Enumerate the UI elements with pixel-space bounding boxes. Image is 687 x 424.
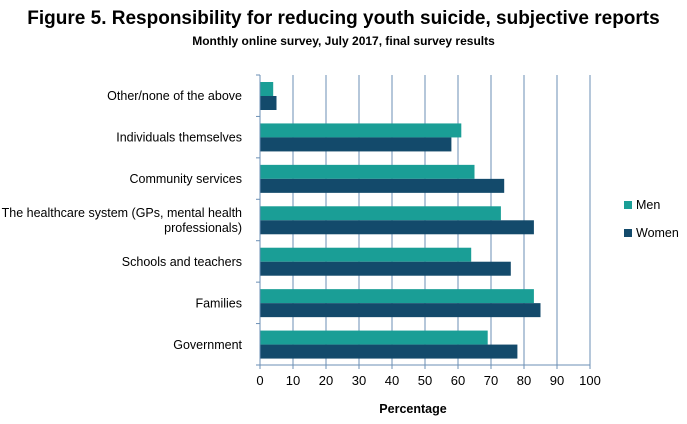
category-label-6: Government [173,338,242,352]
bar-men-0 [260,82,274,96]
category-label-line: Individuals themselves [116,131,242,145]
legend-label-women: Women [636,226,679,240]
bar-men-4 [260,247,472,262]
category-label-0: Other/none of the above [107,89,242,103]
x-tick-label-8: 80 [517,373,531,388]
bar-men-2 [260,164,475,179]
x-tick-label-3: 30 [352,373,366,388]
x-tick-label-6: 60 [451,373,465,388]
tick-labels: 0 10 20 30 40 50 60 70 80 90 100 [256,373,600,388]
axes [256,74,591,369]
category-label-line: The healthcare system (GPs, mental healt… [2,206,242,220]
category-label-line: Families [195,296,242,310]
legend-label-men: Men [636,198,660,212]
category-label-line: Other/none of the above [107,89,242,103]
x-tick-label-2: 20 [319,373,333,388]
legend-swatch-men [624,201,632,209]
bar-men-6 [260,330,488,345]
bar-women-6 [260,344,518,359]
category-label-line: Government [173,338,242,352]
x-tick-label-7: 70 [484,373,498,388]
legend-swatch-women [624,229,632,237]
x-axis-title: Percentage [379,402,446,416]
category-label-3: The healthcare system (GPs, mental healt… [2,206,242,235]
bar-men-3 [260,206,501,221]
category-label-line: Community services [129,172,242,186]
category-label-2: Community services [129,172,242,186]
category-labels: Other/none of the above Individuals thems… [2,89,243,352]
x-tick-label-5: 50 [418,373,432,388]
legend: Men Women [624,198,679,240]
x-tick-label-4: 40 [385,373,399,388]
bar-women-1 [260,137,452,152]
x-tick-label-0: 0 [256,373,263,388]
bar-women-3 [260,220,534,235]
x-tick-label-1: 10 [286,373,300,388]
chart-title: Figure 5. Responsibility for reducing yo… [27,8,660,29]
category-label-5: Families [195,296,242,310]
x-tick-label-10: 100 [579,373,601,388]
bar-men-1 [260,123,462,138]
bar-women-0 [260,96,277,110]
x-tick-label-9: 90 [550,373,564,388]
bar-women-4 [260,261,511,276]
bar-women-5 [260,303,541,318]
category-label-1: Individuals themselves [116,131,242,145]
category-label-line: professionals) [164,221,242,235]
bars [260,82,541,359]
category-label-4: Schools and teachers [122,255,242,269]
bar-men-5 [260,289,534,304]
bar-women-2 [260,178,505,193]
chart-subtitle: Monthly online survey, July 2017, final … [192,34,495,48]
category-label-line: Schools and teachers [122,255,242,269]
